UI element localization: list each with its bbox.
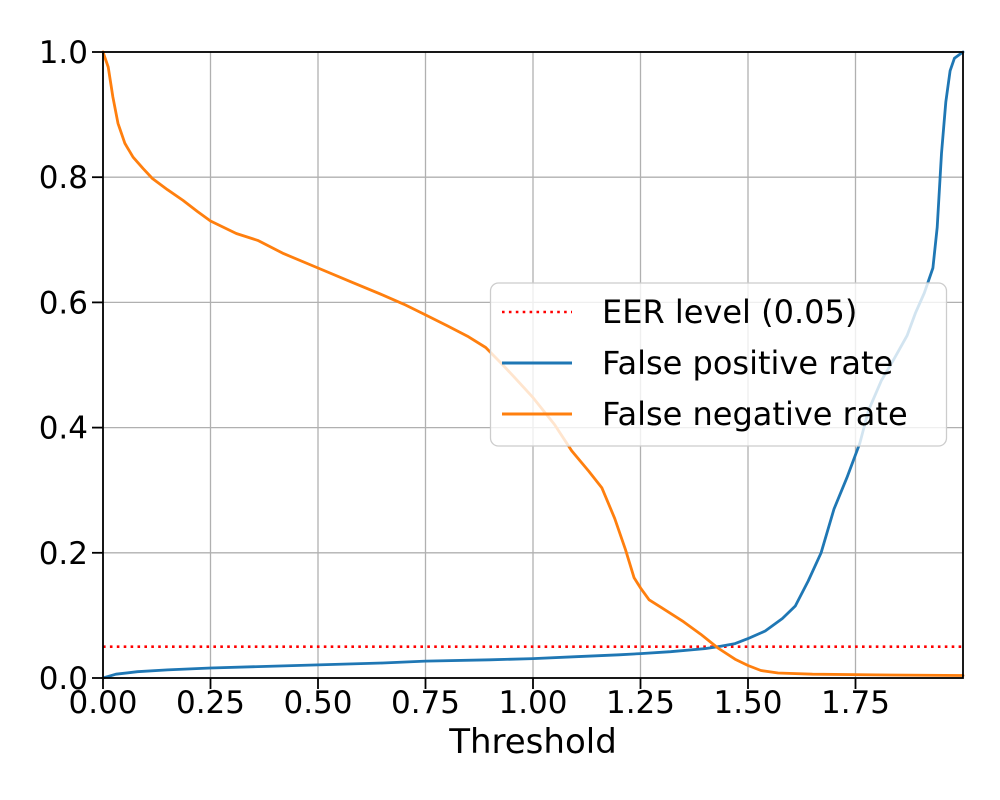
- legend-label: False positive rate: [602, 344, 893, 382]
- x-tick-label: 0.50: [283, 685, 352, 721]
- x-tick-label: 1.50: [713, 685, 782, 721]
- legend: EER level (0.05) False positive rate False…: [489, 282, 948, 447]
- y-tick-label: 0.6: [39, 285, 88, 321]
- y-tick-label: 0.0: [39, 661, 88, 697]
- tick-marks: [92, 51, 857, 689]
- x-tick-label: 1.00: [498, 685, 567, 721]
- x-tick-label: 0.00: [68, 685, 137, 721]
- y-tick-label: 1.0: [39, 35, 88, 71]
- tick-labels: 0.00 0.25 0.50 0.75 1.00 1.25 1.50 1.75 0.0 0.2 0.…: [39, 35, 890, 721]
- legend-label: EER level (0.05): [602, 293, 857, 331]
- legend-entry-eer-level-0-05: EER level (0.05): [502, 293, 857, 331]
- x-tick-label: 1.75: [821, 685, 890, 721]
- x-tick-label: 0.75: [391, 685, 460, 721]
- legend-entry-false-positive-rate: False positive rate: [502, 344, 893, 382]
- x-tick-label: 1.25: [606, 685, 675, 721]
- y-tick-label: 0.8: [39, 160, 88, 196]
- legend-label: False negative rate: [602, 395, 908, 433]
- x-axis-label: Threshold: [448, 722, 617, 762]
- legend-box: [489, 282, 948, 447]
- series-false-positive-rate: [101, 50, 965, 680]
- legend-entry-false-negative-rate: False negative rate: [502, 395, 908, 433]
- x-tick-label: 0.25: [176, 685, 245, 721]
- y-tick-label: 0.4: [39, 411, 88, 447]
- y-tick-label: 0.2: [39, 536, 88, 572]
